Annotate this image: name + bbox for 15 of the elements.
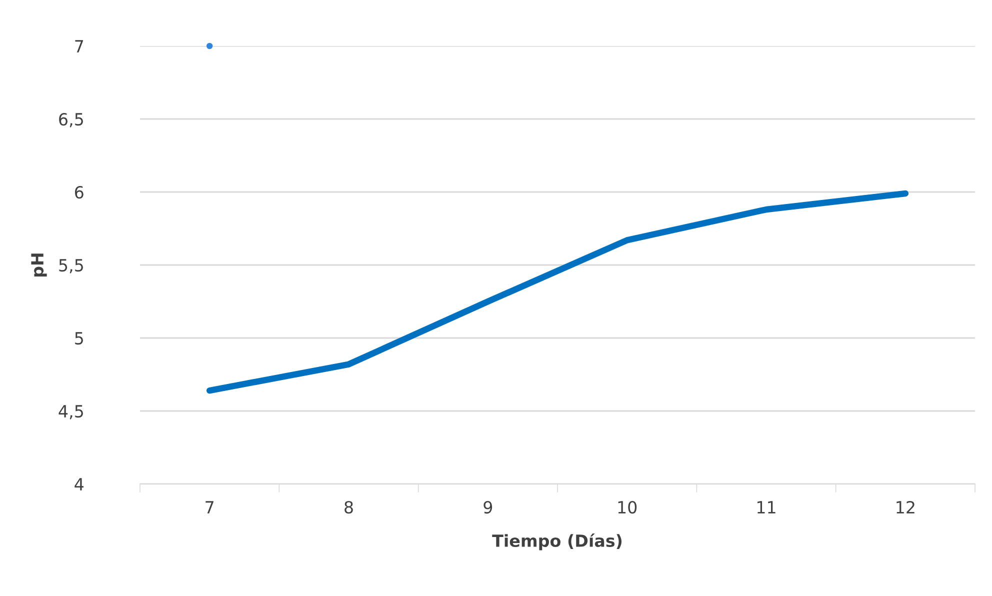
x-tick-label: 8 — [344, 500, 353, 514]
y-tick-label: 5,5 — [59, 259, 83, 274]
y-tick-label: 4 — [74, 478, 84, 490]
x-axis-title: Tiempo (Días) — [492, 533, 622, 550]
x-tick-label: 12 — [896, 500, 914, 514]
x-tick-label: 7 — [206, 501, 214, 514]
y-axis-title: pH — [31, 254, 47, 277]
x-tick-label: 9 — [484, 500, 492, 514]
y-tick-label: 7 — [75, 40, 84, 52]
y-tick-label: 6,5 — [59, 112, 83, 128]
x-tick-label: 11 — [757, 501, 776, 514]
y-tick-label: 5 — [75, 332, 83, 345]
x-tick-label: 10 — [618, 500, 637, 514]
y-tick-label: 4,5 — [58, 405, 83, 420]
y-tick-label: 6 — [75, 186, 84, 199]
